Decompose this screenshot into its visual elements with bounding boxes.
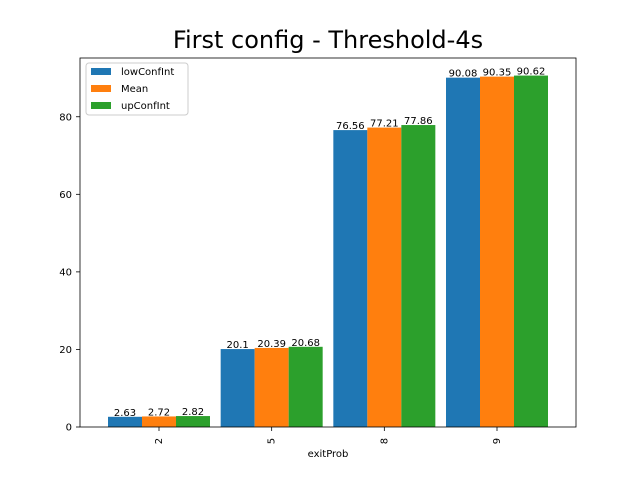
legend: lowConfInt Mean upConfInt bbox=[85, 62, 189, 116]
bar bbox=[142, 416, 176, 427]
data-label: 77.86 bbox=[404, 116, 433, 127]
data-label: 90.08 bbox=[449, 69, 478, 80]
bar bbox=[401, 125, 436, 428]
y-tick-label: 0 bbox=[66, 423, 72, 434]
x-tick-label: 5 bbox=[267, 438, 278, 444]
legend-swatch bbox=[91, 102, 111, 109]
legend-entry-label: lowConfInt bbox=[121, 67, 174, 78]
bar bbox=[333, 130, 368, 428]
bar bbox=[220, 349, 255, 427]
y-tick-label: 60 bbox=[59, 190, 72, 201]
chart-title: First config - Threshold-4s bbox=[173, 26, 483, 54]
data-label: 2.72 bbox=[148, 407, 170, 418]
bar bbox=[367, 127, 402, 428]
data-label: 2.82 bbox=[182, 407, 204, 418]
x-tick-label: 9 bbox=[492, 438, 503, 444]
legend-swatch bbox=[91, 68, 111, 75]
bar bbox=[288, 346, 323, 427]
plot-frame bbox=[79, 57, 577, 428]
x-axis-label: exitProb bbox=[308, 449, 349, 460]
legend-box bbox=[85, 62, 189, 116]
data-label: 20.68 bbox=[291, 338, 320, 349]
bar bbox=[108, 416, 142, 427]
bar bbox=[176, 416, 210, 427]
data-label: 77.21 bbox=[370, 119, 399, 130]
data-label: 2.63 bbox=[114, 408, 136, 419]
y-tick-label: 20 bbox=[59, 345, 72, 356]
data-label: 20.1 bbox=[227, 340, 249, 351]
bar bbox=[446, 77, 480, 428]
bar bbox=[254, 347, 289, 427]
legend-entry-label: upConfInt bbox=[121, 101, 170, 112]
data-label: 76.56 bbox=[336, 121, 365, 132]
x-tick-label: 8 bbox=[379, 438, 390, 444]
bar bbox=[514, 75, 548, 427]
y-tick-label: 80 bbox=[59, 112, 72, 123]
bar bbox=[480, 76, 514, 428]
legend-swatch bbox=[91, 85, 111, 92]
data-label: 90.62 bbox=[517, 67, 546, 78]
axes: 2 5 8 9 0 20 40 60 80 bbox=[59, 57, 577, 444]
x-tick-label: 2 bbox=[154, 438, 165, 444]
data-label: 90.35 bbox=[483, 68, 512, 79]
y-tick-label: 40 bbox=[59, 267, 72, 278]
legend-entry-label: Mean bbox=[121, 84, 148, 95]
plot-area: 2.63 2.72 2.82 20.1 20.39 20.68 76.56 77.21 77.8… bbox=[108, 67, 548, 428]
data-label: 20.39 bbox=[257, 339, 286, 350]
